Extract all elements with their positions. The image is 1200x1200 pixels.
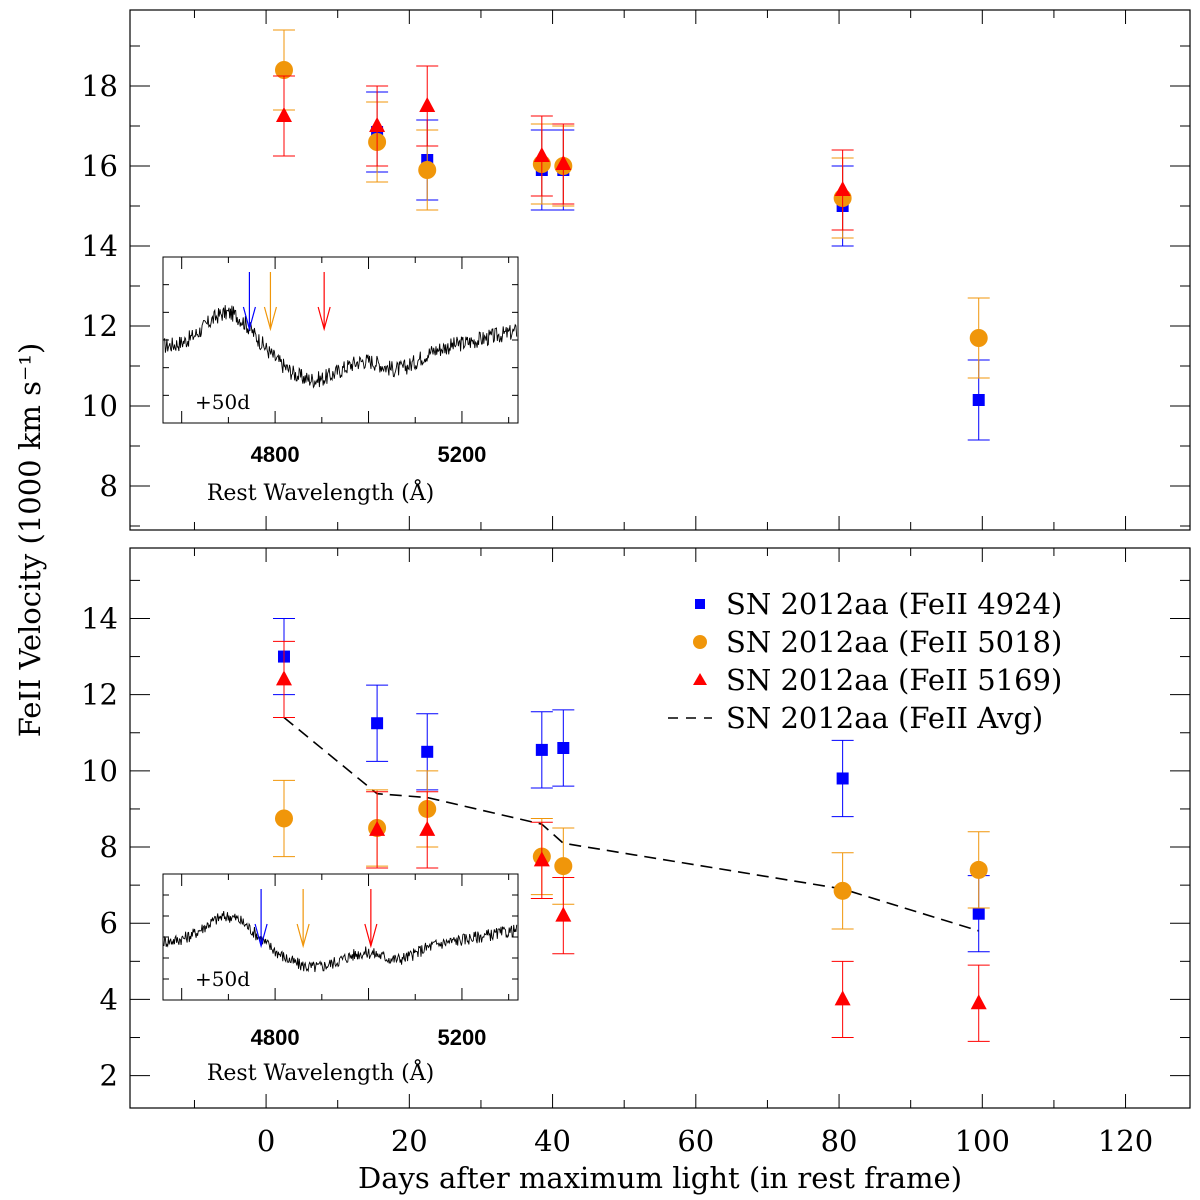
- data-point-square: [371, 717, 384, 730]
- inset-spectrum-trace: [163, 911, 518, 973]
- legend-marker-triangle: [693, 673, 707, 685]
- data-point-triangle: [834, 990, 851, 1006]
- data-point-square: [972, 907, 985, 920]
- y-axis-label: FeII Velocity (1000 km s⁻¹): [13, 343, 47, 738]
- data-point-triangle: [369, 117, 386, 132]
- inset-epoch-label: +50d: [195, 390, 250, 414]
- x-tick-label: 120: [1098, 1124, 1153, 1158]
- data-point-circle: [554, 857, 573, 876]
- data-point-triangle: [369, 820, 386, 836]
- feature-arrow-head: [263, 306, 278, 332]
- data-point-triangle: [275, 670, 292, 686]
- x-tick-label: 0: [257, 1124, 275, 1158]
- inset-epoch-label: +50d: [195, 967, 250, 991]
- y-tick-label: 10: [81, 389, 118, 423]
- plot-frame: [129, 9, 1191, 531]
- inset-x-axis-label: Rest Wavelength (Å): [207, 478, 434, 506]
- inset-x-tick-label: 4800: [251, 442, 300, 467]
- data-point-circle: [274, 61, 293, 79]
- inset-x-tick-label: 4800: [251, 1025, 300, 1050]
- feature-arrow-head: [242, 306, 256, 332]
- legend-label: SN 2012aa (FeII 4924): [726, 587, 1062, 621]
- legend-label: SN 2012aa (FeII Avg): [726, 701, 1043, 735]
- data-point-triangle: [533, 851, 550, 867]
- bottom-panel: 0 20 40 60 80 100 120 2 4 6 8 10 12 14 SN 2012aa (FeII…: [81, 547, 1191, 1158]
- y-tick-label: 10: [81, 754, 118, 788]
- feature-arrow-head: [254, 923, 268, 949]
- data-point-square: [972, 394, 985, 406]
- y-tick-label: 4: [100, 982, 118, 1016]
- feature-arrow-head: [296, 923, 310, 949]
- data-point-circle: [274, 809, 293, 828]
- legend-entry: SN 2012aa (FeII Avg): [668, 701, 1043, 735]
- data-point-triangle: [970, 994, 987, 1010]
- data-point-triangle: [555, 155, 572, 170]
- x-tick-label: 100: [955, 1124, 1010, 1158]
- y-tick-label: 18: [81, 69, 118, 103]
- data-point-circle: [418, 161, 437, 179]
- data-point-triangle: [555, 906, 572, 922]
- data-point-square: [421, 745, 434, 758]
- x-tick-label: 60: [677, 1124, 714, 1158]
- feature-arrow-head: [364, 923, 378, 949]
- data-point-square: [535, 743, 548, 756]
- y-tick-label: 6: [100, 906, 118, 940]
- x-axis-label: Days after maximum light (in rest frame): [358, 1161, 962, 1195]
- y-tick-label: 14: [81, 601, 118, 635]
- legend-marker-square: [695, 599, 705, 609]
- legend-label: SN 2012aa (FeII 5169): [726, 663, 1062, 697]
- feature-arrow-head: [317, 306, 331, 332]
- data-point-square: [557, 742, 570, 754]
- legend-entry: SN 2012aa (FeII 4924): [695, 587, 1062, 621]
- x-tick-label: 20: [391, 1124, 428, 1158]
- legend-entry: SN 2012aa (FeII 5018): [693, 625, 1062, 659]
- inset-x-tick-label: 5200: [437, 1025, 486, 1050]
- y-tick-label: 8: [100, 830, 118, 864]
- y-tick-label: 12: [81, 678, 118, 712]
- legend-entry: SN 2012aa (FeII 5169): [693, 663, 1062, 697]
- y-tick-label: 14: [81, 229, 118, 263]
- data-point-triangle: [419, 97, 436, 112]
- data-point-circle: [833, 881, 852, 900]
- legend-marker-circle: [693, 635, 707, 649]
- data-point-triangle: [275, 107, 292, 122]
- y-tick-label: 8: [100, 469, 118, 503]
- data-point-circle: [969, 860, 988, 879]
- x-tick-label: 40: [534, 1124, 571, 1158]
- data-point-triangle: [533, 147, 550, 162]
- y-tick-label: 2: [100, 1059, 118, 1093]
- inset-x-tick-label: 5200: [437, 442, 486, 467]
- inset-x-axis-label: Rest Wavelength (Å): [207, 1058, 434, 1086]
- y-tick-label: 12: [81, 309, 118, 343]
- inset-spectrum-trace: [163, 305, 518, 389]
- legend-label: SN 2012aa (FeII 5018): [726, 625, 1062, 659]
- plot-frame: [129, 547, 1191, 1109]
- data-point-circle: [969, 329, 988, 347]
- y-tick-label: 16: [81, 149, 118, 183]
- data-point-triangle: [834, 181, 851, 196]
- x-tick-label: 80: [821, 1124, 858, 1158]
- data-point-triangle: [419, 820, 436, 836]
- inset-frame: [162, 256, 519, 424]
- data-point-square: [836, 772, 849, 785]
